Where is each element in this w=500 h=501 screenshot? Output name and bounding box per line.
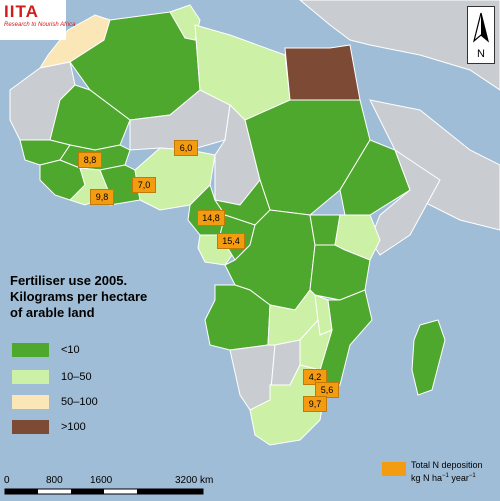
n-deposition-unit: kg N ha — [411, 473, 443, 483]
n-deposition-marker: 15,4 — [217, 233, 245, 249]
north-arrow: N — [467, 6, 495, 64]
legend-label: >100 — [61, 421, 86, 433]
n-deposition-legend-label: Total N deposition kg N ha−1 year−1 — [411, 460, 483, 484]
scale-label: 3200 km — [175, 475, 214, 486]
iita-logo: IITA Research to Nourish Africa — [0, 0, 75, 40]
land-egypt — [284, 44, 361, 101]
north-label: N — [477, 48, 485, 60]
n-deposition-marker: 6,0 — [174, 140, 198, 156]
legend-title: Fertiliser use 2005. Kilograms per hecta… — [10, 273, 180, 321]
scale-bar-graphic — [4, 488, 204, 495]
legend-item: 10–50 — [12, 369, 92, 385]
n-deposition-unit-sup: −1 — [468, 473, 476, 479]
legend-title-line: of arable land — [10, 305, 95, 320]
n-deposition-marker: 9,7 — [303, 396, 327, 412]
land-middle-east — [299, 0, 500, 91]
n-deposition-marker: 14,8 — [197, 210, 225, 226]
land-namibia — [229, 344, 276, 411]
land-madagascar — [411, 319, 446, 396]
north-arrow-icon: N — [472, 12, 490, 60]
legend-title-line: Fertiliser use 2005. — [10, 273, 128, 288]
n-deposition-marker: 8,8 — [78, 152, 102, 168]
legend-label: 10–50 — [61, 371, 92, 383]
legend-swatch — [12, 343, 49, 357]
n-deposition-unit-year: year — [448, 473, 469, 483]
legend-item: 50–100 — [12, 394, 98, 410]
n-deposition-unit-sup: −1 — [442, 473, 449, 479]
n-deposition-legend-line1: Total N deposition — [411, 460, 483, 470]
n-deposition-marker: 7,0 — [132, 177, 156, 193]
legend-swatch — [12, 420, 49, 434]
legend-item: <10 — [12, 342, 80, 358]
n-deposition-marker: 9,8 — [90, 189, 114, 205]
n-deposition-marker: 5,6 — [315, 382, 339, 398]
legend-item: >100 — [12, 419, 86, 435]
legend-label: 50–100 — [61, 396, 98, 408]
scale-label: 1600 — [90, 475, 113, 486]
scale-label: 800 — [46, 475, 63, 486]
legend-label: <10 — [61, 344, 80, 356]
legend-swatch — [12, 370, 49, 384]
legend-title-line: Kilograms per hectare — [10, 289, 148, 304]
logo-tagline: Research to Nourish Africa — [4, 22, 76, 28]
n-deposition-legend-line2: kg N ha−1 year−1 — [411, 471, 483, 484]
n-deposition-legend-swatch — [382, 462, 406, 476]
logo-wordmark: IITA — [4, 2, 39, 21]
scale-label: 0 — [4, 475, 10, 486]
legend-swatch — [12, 395, 49, 409]
